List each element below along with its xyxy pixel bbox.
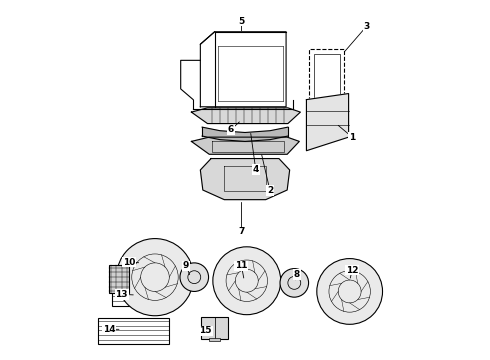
Text: 8: 8 bbox=[294, 270, 300, 279]
Circle shape bbox=[213, 247, 281, 315]
Circle shape bbox=[280, 269, 309, 297]
Text: 4: 4 bbox=[252, 165, 259, 174]
Bar bbox=[109, 265, 129, 293]
Text: 11: 11 bbox=[235, 261, 247, 270]
Text: 2: 2 bbox=[267, 186, 273, 195]
Text: 5: 5 bbox=[238, 17, 245, 26]
Text: 1: 1 bbox=[349, 132, 355, 141]
Text: 12: 12 bbox=[346, 266, 358, 275]
Bar bbox=[314, 54, 340, 98]
Circle shape bbox=[317, 258, 383, 324]
Text: 6: 6 bbox=[227, 126, 234, 135]
Text: 10: 10 bbox=[122, 258, 135, 267]
Text: 3: 3 bbox=[363, 22, 369, 31]
Text: 15: 15 bbox=[199, 326, 212, 335]
Circle shape bbox=[117, 239, 194, 316]
Text: 14: 14 bbox=[103, 325, 116, 334]
Text: 13: 13 bbox=[116, 290, 128, 299]
Bar bbox=[112, 278, 176, 306]
Bar bbox=[309, 49, 344, 102]
Polygon shape bbox=[192, 137, 299, 154]
Text: 9: 9 bbox=[183, 261, 189, 270]
Bar bbox=[98, 318, 169, 344]
Bar bbox=[201, 317, 228, 339]
Text: 7: 7 bbox=[238, 227, 245, 236]
Polygon shape bbox=[306, 94, 348, 151]
Polygon shape bbox=[200, 158, 290, 200]
Circle shape bbox=[180, 263, 209, 292]
Bar bbox=[209, 338, 220, 342]
Polygon shape bbox=[192, 108, 300, 123]
